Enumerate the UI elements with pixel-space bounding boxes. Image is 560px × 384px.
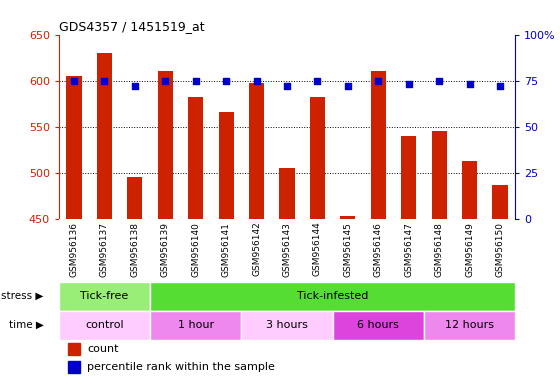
Text: GDS4357 / 1451519_at: GDS4357 / 1451519_at <box>59 20 204 33</box>
Text: GSM956146: GSM956146 <box>374 222 383 276</box>
Bar <box>59 311 150 339</box>
Text: GSM956142: GSM956142 <box>252 222 261 276</box>
Point <box>222 78 231 84</box>
Point <box>192 78 200 84</box>
Bar <box>188 97 203 218</box>
Bar <box>249 83 264 218</box>
Text: GSM956137: GSM956137 <box>100 222 109 277</box>
Point <box>282 83 291 89</box>
Bar <box>97 53 112 218</box>
Text: GSM956148: GSM956148 <box>435 222 444 276</box>
Text: control: control <box>85 320 124 330</box>
Text: time ▶: time ▶ <box>9 320 44 330</box>
Bar <box>150 311 241 339</box>
Text: 12 hours: 12 hours <box>445 320 494 330</box>
Text: GSM956145: GSM956145 <box>343 222 352 276</box>
Text: GSM956138: GSM956138 <box>130 222 139 277</box>
Point <box>343 83 352 89</box>
Text: 6 hours: 6 hours <box>357 320 399 330</box>
Text: count: count <box>87 344 119 354</box>
Bar <box>241 311 333 339</box>
Point <box>100 78 109 84</box>
Text: GSM956149: GSM956149 <box>465 222 474 276</box>
Point <box>435 78 444 84</box>
Point <box>374 78 383 84</box>
Text: GSM956141: GSM956141 <box>222 222 231 276</box>
Text: Tick-infested: Tick-infested <box>297 291 368 301</box>
Text: 1 hour: 1 hour <box>178 320 214 330</box>
Bar <box>67 76 82 218</box>
Point <box>130 83 139 89</box>
Text: GSM956140: GSM956140 <box>191 222 200 276</box>
Point <box>313 78 322 84</box>
Bar <box>340 216 356 218</box>
Point <box>69 78 78 84</box>
Point <box>496 83 505 89</box>
Text: GSM956147: GSM956147 <box>404 222 413 276</box>
Bar <box>68 361 80 372</box>
Text: GSM956139: GSM956139 <box>161 222 170 277</box>
Bar <box>218 112 234 218</box>
Bar <box>150 282 515 311</box>
Bar <box>401 136 416 218</box>
Text: GSM956150: GSM956150 <box>496 222 505 277</box>
Point <box>404 81 413 87</box>
Text: GSM956143: GSM956143 <box>282 222 292 276</box>
Text: percentile rank within the sample: percentile rank within the sample <box>87 362 275 372</box>
Text: stress ▶: stress ▶ <box>1 291 44 301</box>
Bar <box>59 282 150 311</box>
Bar <box>462 161 477 218</box>
Bar <box>333 311 424 339</box>
Bar <box>68 343 80 355</box>
Point <box>252 78 261 84</box>
Bar <box>127 177 142 218</box>
Text: 3 hours: 3 hours <box>266 320 308 330</box>
Bar <box>432 131 447 218</box>
Bar <box>371 71 386 218</box>
Text: GSM956144: GSM956144 <box>313 222 322 276</box>
Bar <box>492 185 507 218</box>
Bar <box>310 97 325 218</box>
Text: GSM956136: GSM956136 <box>69 222 78 277</box>
Bar <box>279 168 295 218</box>
Bar <box>158 71 173 218</box>
Bar <box>424 311 515 339</box>
Point <box>465 81 474 87</box>
Point <box>161 78 170 84</box>
Text: Tick-free: Tick-free <box>80 291 129 301</box>
